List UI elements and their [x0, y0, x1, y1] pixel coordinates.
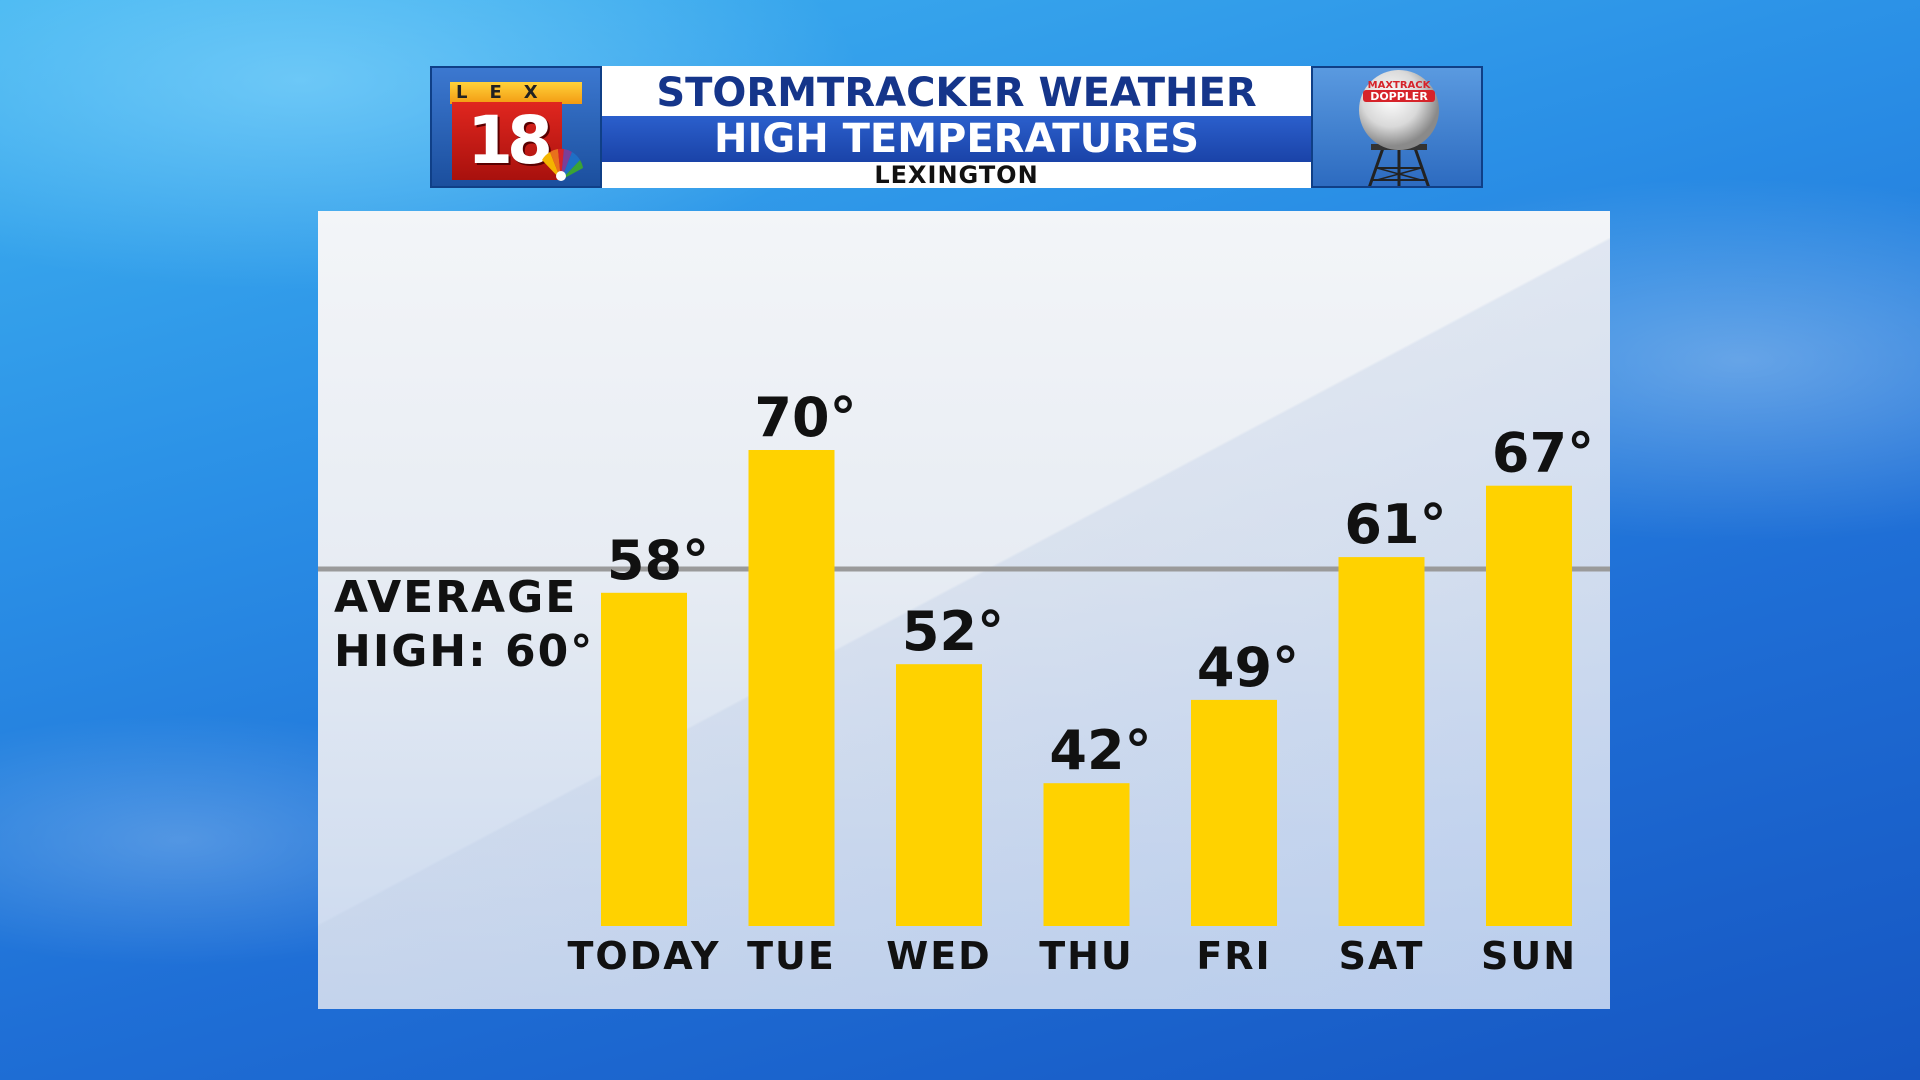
average-label-line1: AVERAGE — [334, 572, 578, 623]
station-logo: LEX 18 — [430, 66, 602, 188]
day-label: FRI — [1196, 934, 1271, 978]
bar-value-label: 58° — [607, 529, 709, 592]
day-label: THU — [1039, 934, 1134, 978]
title-main: STORMTRACKER WEATHER — [656, 70, 1257, 116]
temperature-bar — [601, 592, 687, 926]
day-label: SAT — [1339, 934, 1425, 978]
average-high-label: AVERAGE HIGH: 60° — [334, 571, 594, 679]
radar-brand-bottom: DOPPLER — [1370, 90, 1428, 103]
bar-value-label: 67° — [1492, 422, 1594, 485]
title-box: STORMTRACKER WEATHER HIGH TEMPERATURES L… — [602, 66, 1311, 188]
location-label: LEXINGTON — [874, 161, 1039, 189]
temperature-bar — [1043, 783, 1130, 926]
bar-value-label: 52° — [902, 600, 1004, 663]
day-label: SUN — [1481, 934, 1577, 978]
average-label-line2: HIGH: 60° — [334, 626, 595, 677]
day-label: WED — [886, 934, 991, 978]
bar-value-label: 70° — [754, 386, 856, 449]
temperature-bar-chart: 58° TODAY 70° TUE 52° WED 42° THU 49° FRI 61° SAT 67… — [318, 386, 1610, 978]
chart-panel: 58° TODAY 70° TUE 52° WED 42° THU 49° FRI 61° SAT 67… — [318, 211, 1610, 1009]
doppler-radar-logo: MAXTRACK DOPPLER — [1311, 66, 1483, 188]
peacock-icon — [542, 148, 583, 181]
bar-value-label: 49° — [1197, 636, 1299, 699]
title-sub: HIGH TEMPERATURES — [602, 116, 1311, 162]
temperature-bar — [896, 664, 982, 926]
logo-letters: LEX — [450, 82, 582, 104]
bar-value-label: 42° — [1049, 719, 1151, 782]
day-label: TUE — [747, 934, 836, 978]
temperature-bar — [1486, 485, 1572, 926]
temperature-bar — [1338, 557, 1425, 926]
radar-tower-icon: MAXTRACK DOPPLER — [1359, 70, 1439, 186]
header-banner: LEX 18 STORMTRACKER WEATHER HIGH TEMPERA… — [430, 66, 1483, 188]
temperature-bar — [748, 450, 835, 926]
day-label: TODAY — [567, 934, 720, 978]
logo-number: 18 — [452, 102, 562, 180]
radar-brand-band — [1363, 90, 1435, 102]
temperature-bar — [1191, 699, 1277, 926]
bar-value-label: 61° — [1344, 493, 1446, 556]
radar-brand-top: MAXTRACK — [1368, 80, 1432, 91]
